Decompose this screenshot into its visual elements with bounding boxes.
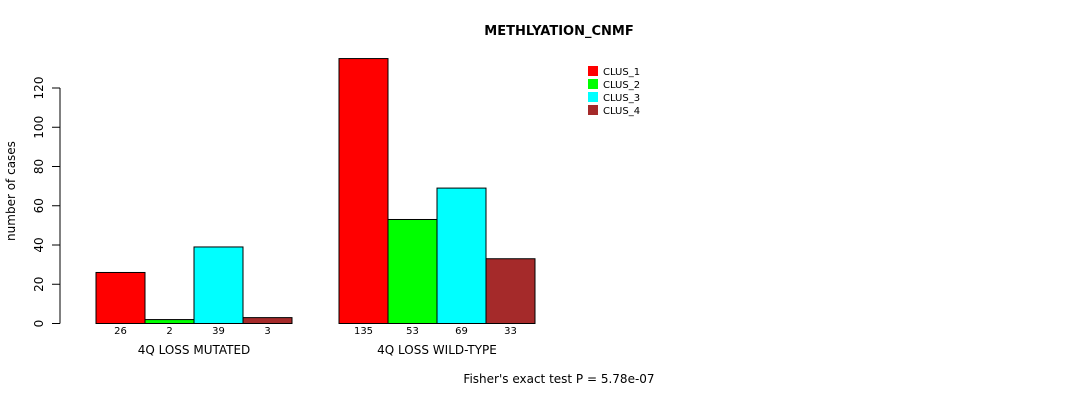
category-label: 4Q LOSS WILD-TYPE — [377, 343, 497, 357]
y-axis: 0 20 40 60 80 100 120 — [32, 77, 61, 328]
bar-clus-4-1 — [242, 317, 293, 324]
bar-value-label: 26 — [114, 326, 127, 337]
bars: 26 2 39 3 135 53 69 33 — [95, 58, 536, 337]
legend-label: CLUS_2 — [603, 80, 640, 91]
fisher-test-footer: Fisher's exact test P = 5.78e-07 — [463, 372, 654, 386]
bar-clus-4-2 — [485, 258, 536, 324]
legend-swatch-clus-4 — [588, 105, 598, 115]
bar-clus-2-1 — [144, 319, 195, 325]
y-tick-label: 100 — [32, 116, 46, 139]
y-tick-label: 0 — [32, 320, 46, 328]
y-tick-label: 120 — [32, 77, 46, 100]
y-axis-label: number of cases — [4, 141, 18, 241]
bar-clus-1-1 — [95, 271, 146, 325]
bar-clus-3-2 — [436, 187, 487, 324]
bar-value-label: 2 — [166, 326, 172, 337]
legend-label: CLUS_3 — [603, 93, 640, 104]
bar-value-label: 135 — [354, 326, 373, 337]
bar-value-label: 69 — [455, 326, 468, 337]
y-tick-label: 40 — [32, 237, 46, 252]
legend-swatch-clus-3 — [588, 92, 598, 102]
chart-title: METHLYATION_CNMF — [484, 24, 633, 39]
y-tick-label: 60 — [32, 198, 46, 213]
bar-clus-1-2 — [338, 58, 389, 324]
legend-label: CLUS_4 — [603, 106, 640, 117]
category-label: 4Q LOSS MUTATED — [138, 343, 251, 357]
bar-value-label: 33 — [504, 326, 517, 337]
bar-clus-3-1 — [193, 246, 244, 324]
y-tick-label: 80 — [32, 159, 46, 174]
legend: CLUS_1 CLUS_2 CLUS_3 CLUS_4 — [588, 66, 640, 117]
legend-label: CLUS_1 — [603, 67, 640, 78]
bar-value-label: 39 — [212, 326, 225, 337]
category-labels: 4Q LOSS MUTATED 4Q LOSS WILD-TYPE — [138, 343, 497, 357]
legend-swatch-clus-1 — [588, 66, 598, 76]
legend-swatch-clus-2 — [588, 79, 598, 89]
bar-value-label: 3 — [264, 326, 270, 337]
y-tick-label: 20 — [32, 277, 46, 292]
bar-value-label: 53 — [406, 326, 419, 337]
bar-clus-2-2 — [387, 218, 438, 324]
